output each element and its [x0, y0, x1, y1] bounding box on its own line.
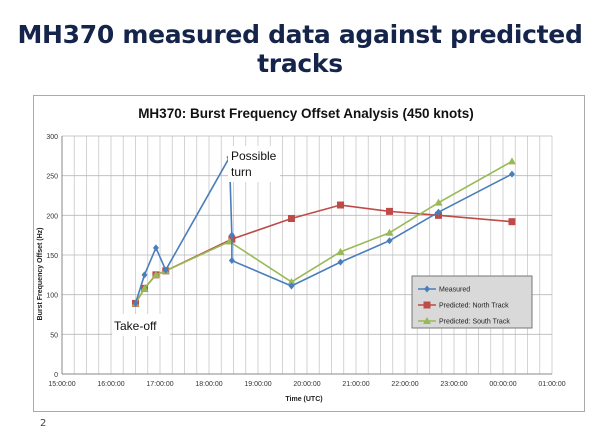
slide-title: MH370 measured data against predicted tr… — [17, 20, 583, 78]
legend-marker — [423, 317, 431, 324]
data-point — [336, 247, 345, 255]
data-point — [141, 271, 148, 279]
x-tick-label: 16:00:00 — [97, 381, 124, 388]
data-point — [287, 277, 296, 285]
y-tick-label: 150 — [46, 253, 58, 260]
data-point — [507, 157, 516, 165]
chart-frame: MH370: Burst Frequency Offset Analysis (… — [33, 95, 585, 412]
data-point — [385, 207, 393, 215]
x-tick-label: 01:00:00 — [538, 381, 565, 388]
x-axis-label: Time (UTC) — [285, 396, 322, 403]
data-point — [386, 237, 393, 245]
x-tick-label: 15:00:00 — [48, 381, 75, 388]
gridlines — [61, 135, 553, 375]
data-point — [228, 231, 235, 239]
series-group — [131, 153, 516, 307]
x-tick-label: 21:00:00 — [342, 381, 369, 388]
data-point — [434, 198, 443, 206]
data-point — [287, 215, 295, 223]
x-tick-label: 23:00:00 — [440, 381, 467, 388]
data-point — [435, 208, 442, 216]
data-point — [132, 299, 139, 307]
legend-label: Measured — [439, 287, 470, 294]
data-point — [162, 266, 169, 274]
y-tick-label: 300 — [46, 134, 58, 141]
chart-title: MH370: Burst Frequency Offset Analysis (… — [138, 106, 474, 121]
series-line — [134, 160, 513, 304]
x-tick-label: 20:00:00 — [293, 381, 320, 388]
data-point — [337, 258, 344, 266]
x-tick-label: 00:00:00 — [489, 381, 516, 388]
axes: 0 50 100 150 200 250 300 15:00:00 16:00:00 17:00:… — [46, 134, 565, 388]
data-point — [140, 284, 149, 292]
annotation-possible-turn-1: Possible — [231, 149, 277, 163]
legend-marker — [423, 301, 431, 309]
legend-label: Predicted: South Track — [439, 319, 510, 326]
x-tick-label: 17:00:00 — [146, 381, 173, 388]
data-point — [152, 244, 159, 252]
data-point — [288, 282, 295, 290]
y-tick-label: 50 — [50, 332, 58, 339]
annotation-bg-takeoff — [112, 314, 170, 336]
y-tick-label: 200 — [46, 213, 58, 220]
legend-box — [411, 275, 533, 329]
legend-label: Predicted: North Track — [439, 303, 509, 310]
y-axis-label: Burst Frequency Offset (Hz) — [37, 228, 44, 321]
data-point — [336, 201, 344, 209]
y-tick-label: 0 — [54, 372, 58, 379]
chart: MH370: Burst Frequency Offset Analysis (… — [37, 106, 566, 403]
data-point — [228, 257, 235, 265]
series-line — [134, 154, 513, 304]
x-tick-label: 18:00:00 — [195, 381, 222, 388]
annotation-possible-turn-2: turn — [231, 165, 252, 179]
data-point — [385, 228, 394, 236]
page-number: 2 — [40, 418, 47, 429]
data-point — [508, 218, 516, 226]
y-tick-label: 250 — [46, 174, 58, 181]
annotation-take-off: Take-off — [114, 319, 157, 333]
legend: Measured Predicted: North Track Predicted:… — [411, 275, 533, 329]
annotation-bg-turn — [228, 146, 280, 182]
legend-marker — [424, 285, 430, 293]
data-point — [151, 270, 160, 278]
data-point — [508, 170, 515, 178]
y-tick-label: 100 — [46, 293, 58, 300]
x-tick-label: 22:00:00 — [391, 381, 418, 388]
x-tick-label: 19:00:00 — [244, 381, 271, 388]
